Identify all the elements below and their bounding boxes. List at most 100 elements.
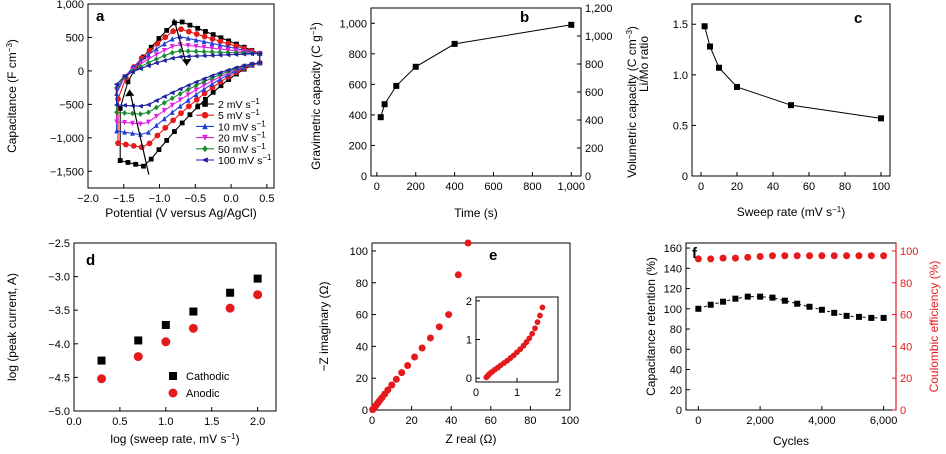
circle-marker: [146, 140, 153, 147]
triangle-left-marker: [201, 76, 207, 82]
triangle-marker: [138, 131, 143, 137]
circle-marker: [388, 381, 396, 389]
panel-b-y-tick-label: 600: [349, 79, 367, 91]
diamond-marker: [138, 63, 143, 70]
panel-a-y-tick-label: −1,500: [50, 166, 84, 178]
triangle-down-marker: [130, 120, 135, 127]
circle-marker: [161, 337, 171, 347]
circle-marker: [193, 96, 200, 103]
triangle-down-marker: [153, 52, 159, 58]
ratio-line: [704, 26, 882, 119]
inset: 0 1 2 0 1 2: [466, 296, 561, 399]
panel-label-b: b: [520, 9, 529, 26]
panel-d-y-tick-label: −4.5: [48, 372, 70, 384]
panel-f-y-tick-label: 160: [664, 243, 682, 255]
panel-b: 0 200 400 600 800 1,00002004006008001,0000200…: [309, 3, 640, 220]
triangle-left-marker: [240, 51, 247, 57]
legend-label: 20 mV s−1: [218, 130, 266, 145]
panel-b-y-tick-label: 400: [349, 110, 367, 122]
triangle-left-marker: [145, 63, 151, 69]
square-marker: [210, 32, 216, 38]
panel-d-y-tick-label: −3.5: [48, 305, 70, 317]
triangle-down-marker: [217, 46, 223, 52]
square-marker: [218, 35, 224, 41]
panel-b-y-right-tick-label: 1,200: [585, 3, 613, 15]
panel-c: 0 20 40 60 80 100 0 0.5 1.0 1.5 Sweep rate (mV s−1…: [637, 3, 891, 219]
square-marker: [707, 301, 714, 308]
panel-b-y-right-tick-label: 0: [585, 171, 591, 183]
square-marker: [720, 298, 727, 305]
triangle-marker: [193, 91, 199, 98]
triangle-down-marker: [177, 42, 183, 48]
triangle-left-marker: [169, 55, 175, 61]
circle-marker: [855, 252, 863, 260]
triangle-down-marker: [153, 113, 159, 120]
panel-c-x-tick-label: 60: [803, 181, 815, 193]
panel-d-y-tick-label: −5.0: [48, 406, 70, 418]
triangle-marker: [169, 36, 175, 42]
panel-f-y-tick-label: 20: [670, 385, 682, 397]
square-marker: [734, 83, 740, 90]
triangle-marker: [209, 40, 215, 46]
circle-marker: [170, 117, 177, 124]
square-marker: [695, 305, 702, 312]
circle-marker: [162, 124, 169, 131]
square-marker: [117, 105, 123, 111]
triangle-left-marker: [256, 51, 263, 56]
legend-label: 5 mV s−1: [218, 108, 260, 123]
panel-a-y-tick-label: −500: [59, 99, 84, 111]
triangle-marker: [146, 129, 151, 135]
diamond-marker: [185, 86, 191, 93]
circle-marker: [445, 311, 453, 319]
panel-e-y-tick-label: 80: [356, 278, 368, 290]
triangle-left-marker: [193, 79, 199, 85]
square-marker: [164, 138, 170, 143]
panel-c-y-tick-label: 1.5: [673, 19, 688, 31]
triangle-marker: [201, 86, 207, 92]
square-marker: [172, 129, 177, 134]
square-marker: [868, 314, 875, 321]
diamond-marker: [193, 82, 199, 89]
panel-d-y-tick-label: −4.0: [48, 339, 70, 351]
triangle-marker: [130, 130, 135, 136]
square-marker: [744, 293, 751, 300]
panel-e-x-tick-label: 100: [561, 415, 579, 427]
triangle-left-marker: [248, 51, 255, 57]
triangle-left-marker: [129, 69, 135, 75]
circle-marker: [123, 141, 129, 148]
triangle-marker: [202, 123, 208, 130]
square-marker: [203, 96, 208, 102]
panel-b-y-right-tick-label: 200: [585, 143, 603, 155]
panel-f-x-tick-label: 4,000: [808, 415, 836, 427]
square-marker: [806, 303, 813, 310]
diamond-marker: [177, 90, 183, 97]
circle-marker: [411, 353, 419, 361]
panel-a-y-label: Capacitance (F cm−3): [5, 39, 20, 153]
triangle-left-marker: [240, 63, 247, 69]
triangle-left-marker: [193, 53, 199, 59]
square-marker: [195, 25, 201, 31]
circle-marker: [694, 255, 702, 263]
triangle-marker: [161, 41, 167, 47]
diamond-marker: [209, 75, 215, 81]
circle-marker: [756, 253, 764, 261]
panel-b-y-tick-label: 1,000: [339, 18, 367, 30]
panel-a-x-tick-label: −2.0: [77, 193, 99, 205]
panel-c-y-tick-label: 1.0: [673, 70, 688, 82]
triangle-down-marker: [161, 108, 167, 114]
circle-marker: [384, 386, 392, 394]
circle-marker: [154, 132, 161, 139]
square-marker: [148, 156, 154, 162]
circle-marker: [185, 28, 192, 35]
panel-a-x-tick-label: −1.0: [149, 193, 171, 205]
square-marker: [377, 114, 384, 121]
sweep-arrowhead-right: [181, 58, 192, 66]
panel-f-x-label: Cycles: [773, 434, 809, 448]
panel-d-x-tick-label: 1.5: [204, 416, 219, 428]
diamond-marker: [114, 109, 120, 116]
panel-a-y-tick-label: 1,000: [56, 0, 84, 11]
panel-b-x-tick-label: 800: [523, 181, 541, 193]
square-marker: [97, 356, 106, 365]
triangle-down-marker: [177, 97, 183, 103]
sweep-arrowhead-left: [125, 89, 135, 97]
